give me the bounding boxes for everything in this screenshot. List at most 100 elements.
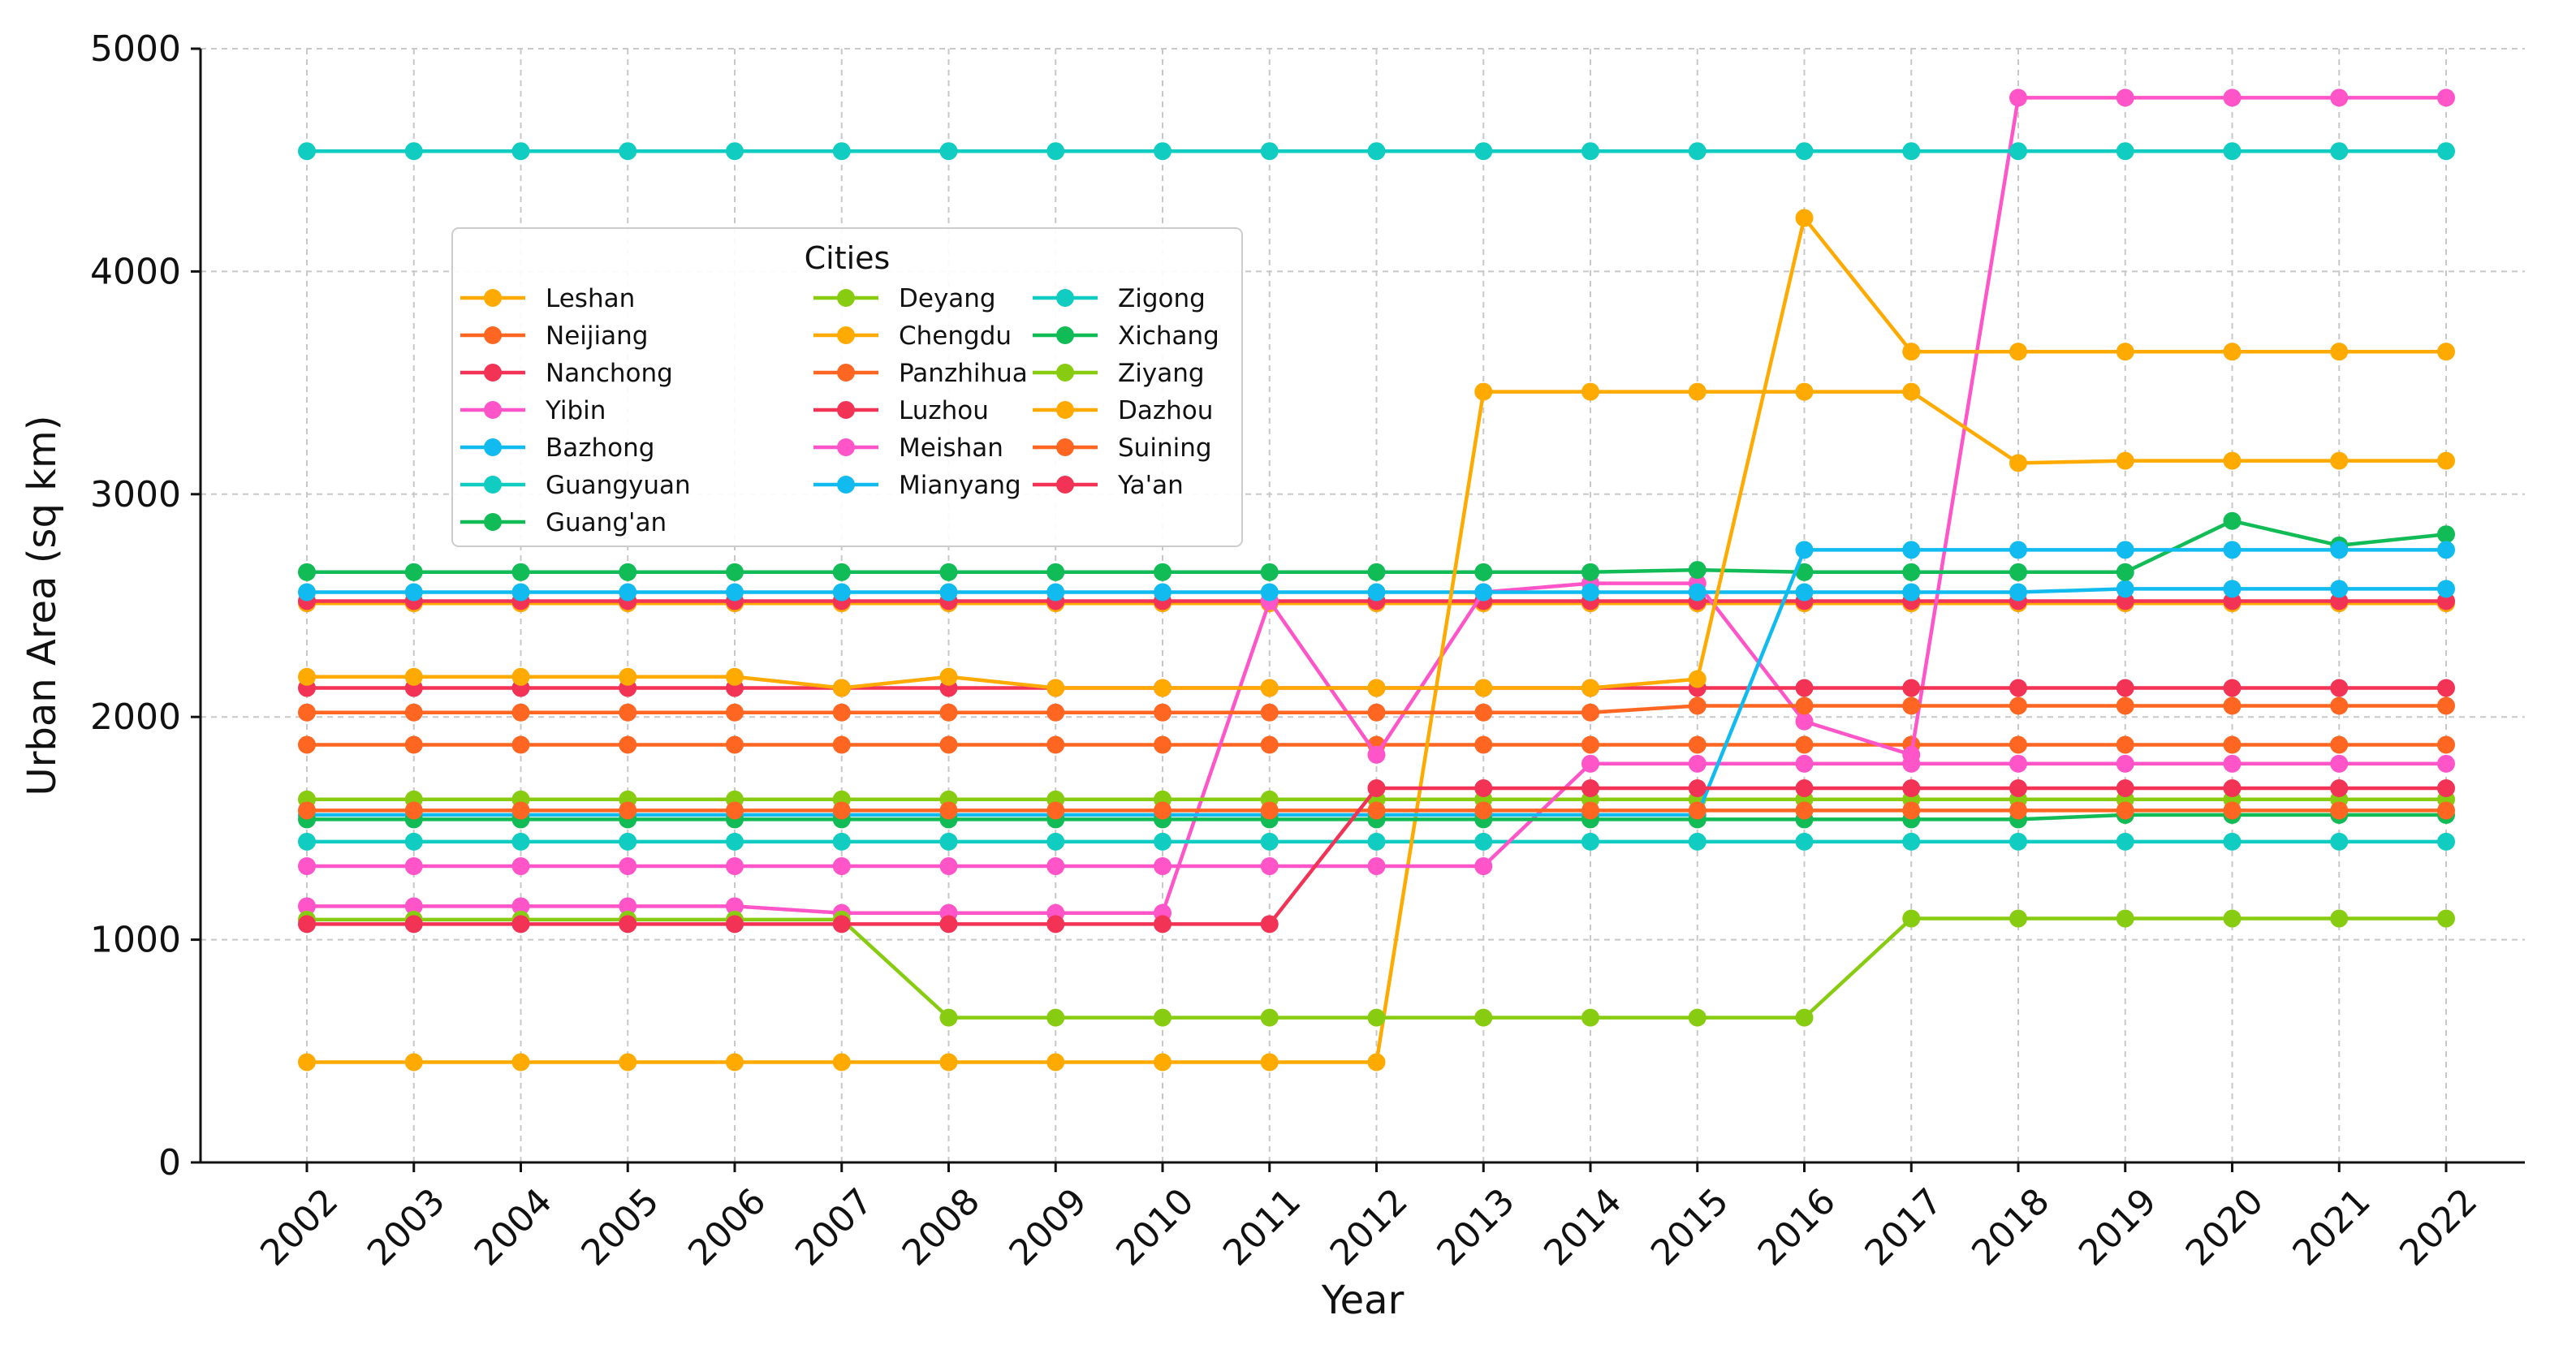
- data-point: [1474, 583, 1493, 602]
- data-point: [1688, 561, 1707, 580]
- data-point: [1260, 563, 1279, 581]
- data-point: [404, 563, 423, 581]
- data-point: [2437, 801, 2455, 820]
- legend-entry: Zigong: [1033, 284, 1206, 313]
- data-point: [2223, 735, 2242, 754]
- data-point: [2223, 679, 2242, 697]
- data-point: [939, 563, 958, 581]
- data-point: [1154, 142, 1171, 161]
- legend-marker: [1056, 438, 1074, 456]
- data-point: [1367, 142, 1386, 161]
- data-point: [939, 142, 958, 161]
- data-point: [2116, 909, 2134, 928]
- data-point: [2437, 88, 2455, 107]
- legend-label: Bazhong: [546, 433, 654, 463]
- series-neijiang: [298, 735, 2455, 754]
- x-tick-label: 2009: [1001, 1180, 1094, 1274]
- y-tick-label: 5000: [90, 28, 181, 70]
- data-point: [2223, 451, 2242, 470]
- legend-marker: [484, 289, 502, 307]
- series-dazhou: [298, 209, 2455, 697]
- legend-marker: [484, 438, 502, 456]
- data-point: [404, 142, 423, 161]
- legend-label: Dazhou: [1118, 396, 1213, 425]
- data-point: [726, 1053, 744, 1072]
- data-point: [2437, 832, 2455, 851]
- data-point: [1474, 857, 1493, 876]
- data-point: [2116, 679, 2134, 697]
- data-point: [726, 563, 744, 581]
- data-point: [1581, 583, 1599, 602]
- data-point: [619, 735, 637, 754]
- data-point: [2330, 88, 2349, 107]
- data-point: [298, 897, 316, 916]
- x-tick-label: 2012: [1323, 1180, 1416, 1274]
- x-tick-label: 2006: [680, 1180, 774, 1274]
- data-point: [2330, 451, 2349, 470]
- data-point: [1688, 735, 1707, 754]
- legend-marker: [484, 513, 502, 531]
- legend-marker: [837, 476, 855, 494]
- data-point: [939, 801, 958, 820]
- data-point: [726, 735, 744, 754]
- data-point: [2437, 541, 2455, 559]
- data-point: [1902, 696, 1921, 715]
- data-point: [298, 915, 316, 934]
- data-point: [2437, 580, 2455, 598]
- data-point: [404, 667, 423, 686]
- data-point: [1367, 703, 1386, 722]
- data-point: [2437, 592, 2455, 610]
- data-point: [1367, 745, 1386, 764]
- data-point: [1902, 779, 1921, 798]
- data-point: [2116, 142, 2134, 161]
- data-point: [2116, 580, 2134, 598]
- data-point: [1474, 142, 1493, 161]
- legend-marker: [484, 326, 502, 344]
- data-point: [2009, 679, 2027, 697]
- data-point: [2330, 735, 2349, 754]
- data-point: [619, 563, 637, 581]
- legend-marker: [1056, 326, 1074, 344]
- data-point: [1581, 679, 1599, 697]
- data-point: [2437, 696, 2455, 715]
- data-point: [1581, 801, 1599, 820]
- data-point: [939, 857, 958, 876]
- x-tick-label: 2007: [787, 1180, 881, 1274]
- legend-label: Guangyuan: [546, 471, 691, 500]
- series-yibin: [298, 88, 2455, 922]
- data-point: [1046, 801, 1065, 820]
- x-tick-label: 2017: [1857, 1180, 1950, 1274]
- data-point: [939, 703, 958, 722]
- data-point: [2116, 754, 2134, 773]
- data-point: [1260, 583, 1279, 602]
- data-point: [2009, 735, 2027, 754]
- legend-label: Neijiang: [546, 321, 648, 351]
- data-point: [2330, 142, 2349, 161]
- x-tick-label: 2019: [2071, 1180, 2164, 1274]
- data-point: [2437, 525, 2455, 544]
- data-point: [1581, 735, 1599, 754]
- data-point: [1902, 541, 1921, 559]
- data-point: [2330, 696, 2349, 715]
- data-point: [1581, 563, 1599, 581]
- data-point: [1046, 1053, 1065, 1072]
- data-point: [1260, 703, 1279, 722]
- data-point: [832, 857, 851, 876]
- data-point: [511, 703, 530, 722]
- data-point: [1474, 703, 1493, 722]
- data-point: [1154, 563, 1171, 581]
- data-point: [1581, 1008, 1599, 1027]
- legend-entry: Neijiang: [460, 321, 648, 351]
- data-point: [2437, 679, 2455, 697]
- data-point: [1154, 1053, 1171, 1072]
- data-point: [2330, 541, 2349, 559]
- data-point: [1688, 754, 1707, 773]
- data-point: [726, 801, 744, 820]
- legend-label: Ziyang: [1118, 359, 1205, 388]
- data-point: [2437, 142, 2455, 161]
- data-point: [939, 583, 958, 602]
- data-point: [2330, 754, 2349, 773]
- data-point: [832, 679, 851, 697]
- data-point: [619, 857, 637, 876]
- data-point: [2330, 832, 2349, 851]
